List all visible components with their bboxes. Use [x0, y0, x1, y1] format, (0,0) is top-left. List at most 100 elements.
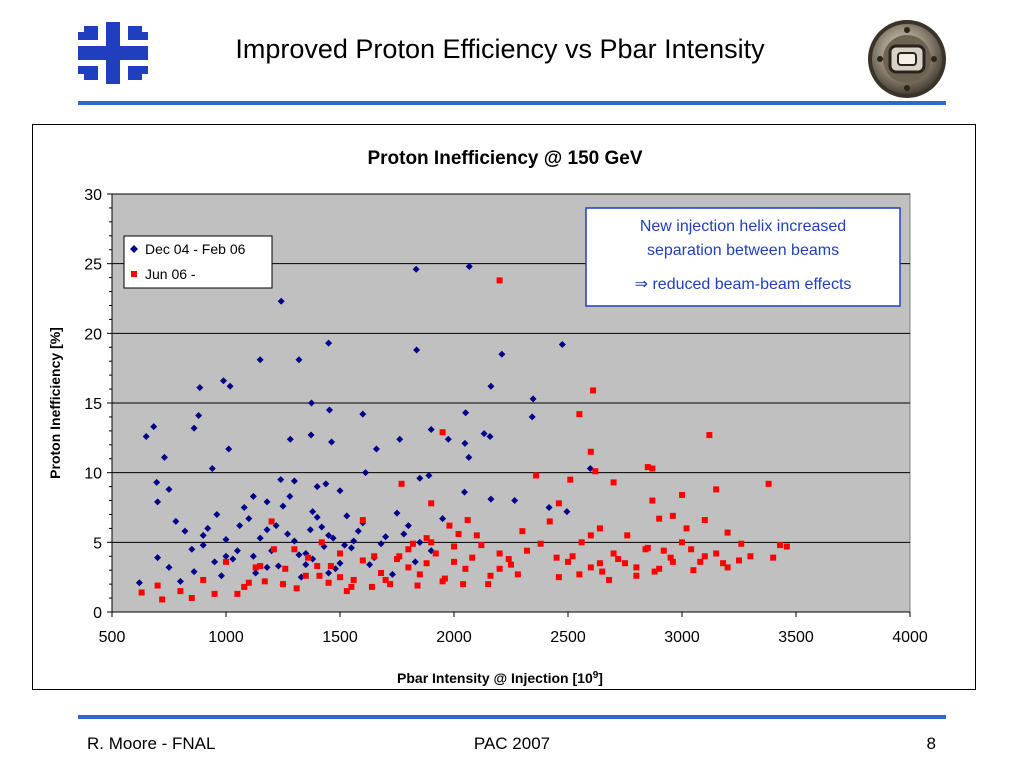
data-point — [610, 550, 617, 557]
data-point — [656, 565, 663, 572]
data-point — [565, 558, 571, 565]
data-point — [154, 554, 162, 562]
data-point — [461, 439, 469, 447]
data-point — [569, 553, 576, 560]
data-point — [222, 536, 230, 544]
annotation-box: New injection helix increased separation… — [585, 207, 901, 307]
data-point — [307, 431, 315, 439]
data-point — [487, 382, 495, 390]
data-point — [706, 432, 713, 439]
data-point — [341, 541, 349, 549]
data-point — [196, 384, 204, 392]
legend-label-jun06: Jun 06 - — [145, 266, 196, 282]
data-point — [200, 576, 207, 583]
data-point — [347, 544, 355, 552]
slide-title: Improved Proton Efficiency vs Pbar Inten… — [235, 34, 765, 64]
data-point — [669, 512, 676, 519]
data-point — [405, 546, 412, 553]
x-tick-label: 1500 — [322, 629, 358, 646]
data-point — [138, 589, 145, 596]
data-point — [199, 531, 207, 539]
data-point — [587, 532, 594, 539]
data-point — [177, 588, 184, 595]
data-point — [277, 476, 285, 484]
data-point — [302, 572, 309, 579]
data-point — [455, 530, 462, 537]
data-point — [747, 553, 754, 560]
data-point — [558, 340, 566, 348]
x-tick-label: 4000 — [892, 629, 928, 646]
data-point — [546, 518, 553, 525]
data-point — [400, 530, 408, 538]
data-point — [286, 492, 294, 500]
data-point — [432, 550, 439, 557]
data-point — [567, 476, 574, 483]
x-tick-label: 2500 — [550, 629, 586, 646]
data-point — [679, 539, 685, 546]
annotation-line-1: New injection helix increased — [640, 218, 846, 235]
data-point — [382, 533, 390, 541]
data-point — [325, 569, 333, 577]
y-tick-label: 20 — [84, 326, 102, 343]
data-point — [190, 568, 198, 576]
x-tick-label: 500 — [99, 629, 126, 646]
data-point — [372, 445, 380, 453]
data-point — [176, 577, 184, 585]
data-point — [165, 485, 173, 493]
data-point — [320, 543, 328, 551]
data-point — [465, 262, 473, 270]
data-point — [423, 535, 430, 542]
gridlines — [112, 193, 910, 543]
legend-label-dec04-feb06: Dec 04 - Feb 06 — [145, 241, 246, 257]
data-point — [528, 413, 536, 421]
data-point — [328, 438, 336, 446]
data-point — [688, 546, 695, 553]
footer-page-number: 8 — [926, 734, 936, 753]
data-point — [610, 479, 617, 486]
data-point — [362, 469, 370, 477]
x-tick-label: 3500 — [778, 629, 814, 646]
data-point — [519, 528, 526, 535]
data-point — [308, 399, 315, 407]
data-point — [302, 561, 310, 569]
data-point — [446, 522, 453, 529]
data-point — [306, 526, 314, 534]
data-point — [496, 277, 503, 284]
data-point — [343, 588, 350, 595]
data-point — [256, 356, 264, 364]
data-point — [318, 539, 325, 546]
data-point — [382, 576, 389, 583]
data-point — [229, 555, 237, 563]
series-jun06 — [138, 277, 790, 603]
data-point — [555, 574, 562, 581]
y-tick-label: 10 — [84, 466, 102, 483]
data-point — [282, 565, 289, 572]
data-point — [451, 558, 457, 565]
data-point — [660, 547, 667, 554]
data-point — [444, 435, 452, 443]
data-point — [181, 527, 189, 535]
data-point — [263, 526, 271, 534]
data-point — [576, 571, 583, 578]
footer-author: R. Moore - FNAL — [87, 734, 216, 753]
data-point — [387, 581, 394, 588]
data-point — [649, 497, 656, 504]
data-point — [555, 500, 562, 507]
x-tick-label: 2000 — [436, 629, 472, 646]
data-point — [350, 576, 357, 583]
data-point — [578, 539, 585, 546]
data-point — [153, 478, 161, 486]
data-point — [337, 550, 343, 557]
data-point — [633, 572, 640, 579]
data-point — [359, 517, 366, 524]
data-point — [359, 410, 367, 418]
data-point — [469, 554, 476, 561]
data-point — [701, 517, 708, 524]
data-point — [252, 569, 260, 577]
data-point — [261, 578, 268, 585]
data-point — [545, 504, 553, 511]
data-point — [199, 541, 207, 549]
data-point — [496, 550, 503, 557]
data-point — [223, 558, 229, 565]
data-point — [396, 435, 404, 443]
